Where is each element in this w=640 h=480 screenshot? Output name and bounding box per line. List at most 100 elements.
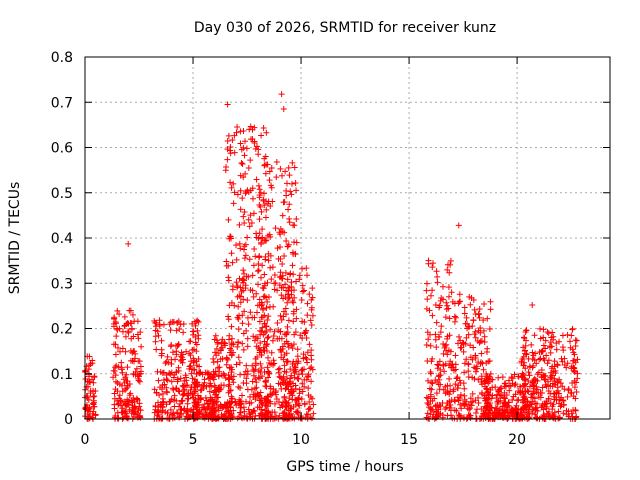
data-point (265, 257, 272, 264)
data-point (528, 391, 535, 398)
data-point (264, 334, 271, 341)
data-point (533, 414, 540, 421)
data-point (196, 369, 203, 376)
data-point (167, 406, 174, 413)
data-point (548, 374, 555, 381)
data-point (124, 364, 131, 371)
data-point (128, 335, 135, 342)
data-point (126, 392, 133, 399)
data-point (537, 335, 544, 342)
data-point (82, 375, 89, 382)
data-point (567, 390, 574, 397)
data-point (569, 346, 576, 353)
data-point (519, 370, 526, 377)
data-point (482, 403, 489, 410)
data-point (253, 384, 260, 391)
data-point (228, 373, 235, 380)
data-point (485, 395, 492, 402)
data-point (115, 400, 122, 407)
data-point (256, 194, 263, 201)
data-point (234, 124, 241, 131)
data-point (267, 264, 274, 271)
data-point (451, 318, 458, 325)
data-point (195, 335, 202, 342)
data-point (268, 184, 275, 191)
data-point (522, 381, 529, 388)
data-point (177, 411, 184, 418)
data-point (242, 138, 249, 145)
data-point (261, 293, 268, 300)
data-point (255, 260, 262, 267)
data-point (267, 400, 274, 407)
data-point (437, 372, 444, 379)
data-point (225, 216, 232, 223)
data-point (565, 387, 572, 394)
data-point (542, 345, 549, 352)
data-point (263, 206, 270, 213)
data-point (279, 172, 286, 179)
data-point (502, 383, 509, 390)
data-point (261, 312, 268, 319)
data-point (290, 271, 297, 278)
data-point (480, 327, 487, 334)
data-point (565, 413, 572, 420)
data-point (240, 287, 247, 294)
data-point (193, 358, 200, 365)
data-point (569, 357, 576, 364)
data-point (485, 380, 492, 387)
data-point (258, 328, 265, 335)
data-point (231, 189, 238, 196)
data-point (557, 403, 564, 410)
data-point (288, 180, 295, 187)
data-point (532, 350, 539, 357)
data-point (538, 373, 545, 380)
data-point (445, 347, 452, 354)
data-point (299, 265, 306, 272)
data-point (249, 136, 256, 143)
data-point (549, 329, 556, 336)
data-point (112, 341, 119, 348)
data-point (446, 391, 453, 398)
data-point (281, 362, 288, 369)
data-point (261, 162, 268, 169)
data-point (236, 359, 243, 366)
data-point (134, 397, 141, 404)
data-point (484, 345, 491, 352)
data-point (427, 368, 434, 375)
data-point (236, 409, 243, 416)
data-point (258, 364, 265, 371)
data-point (192, 376, 199, 383)
data-point (117, 348, 124, 355)
data-point (498, 392, 505, 399)
data-point (447, 261, 454, 268)
data-point (282, 281, 289, 288)
data-point (462, 320, 469, 327)
data-point (234, 191, 241, 198)
data-point (114, 415, 121, 422)
data-point (245, 321, 252, 328)
data-point (235, 339, 242, 346)
data-point (289, 386, 296, 393)
data-point (289, 345, 296, 352)
x-tick-label: 0 (81, 432, 90, 448)
data-point (256, 412, 263, 419)
data-point (451, 313, 458, 320)
data-point (463, 314, 470, 321)
data-point (240, 267, 247, 274)
data-point (494, 401, 501, 408)
data-point (509, 406, 516, 413)
data-point (187, 352, 194, 359)
data-point (204, 400, 211, 407)
data-point (472, 410, 479, 417)
data-point (457, 298, 464, 305)
data-point (551, 413, 558, 420)
y-tick-label: 0.4 (51, 231, 73, 247)
data-point (540, 406, 547, 413)
data-point (235, 316, 242, 323)
data-point (225, 316, 232, 323)
data-point (428, 386, 435, 393)
data-point (429, 312, 436, 319)
data-point (219, 336, 226, 343)
data-point (427, 411, 434, 418)
data-point (283, 287, 290, 294)
